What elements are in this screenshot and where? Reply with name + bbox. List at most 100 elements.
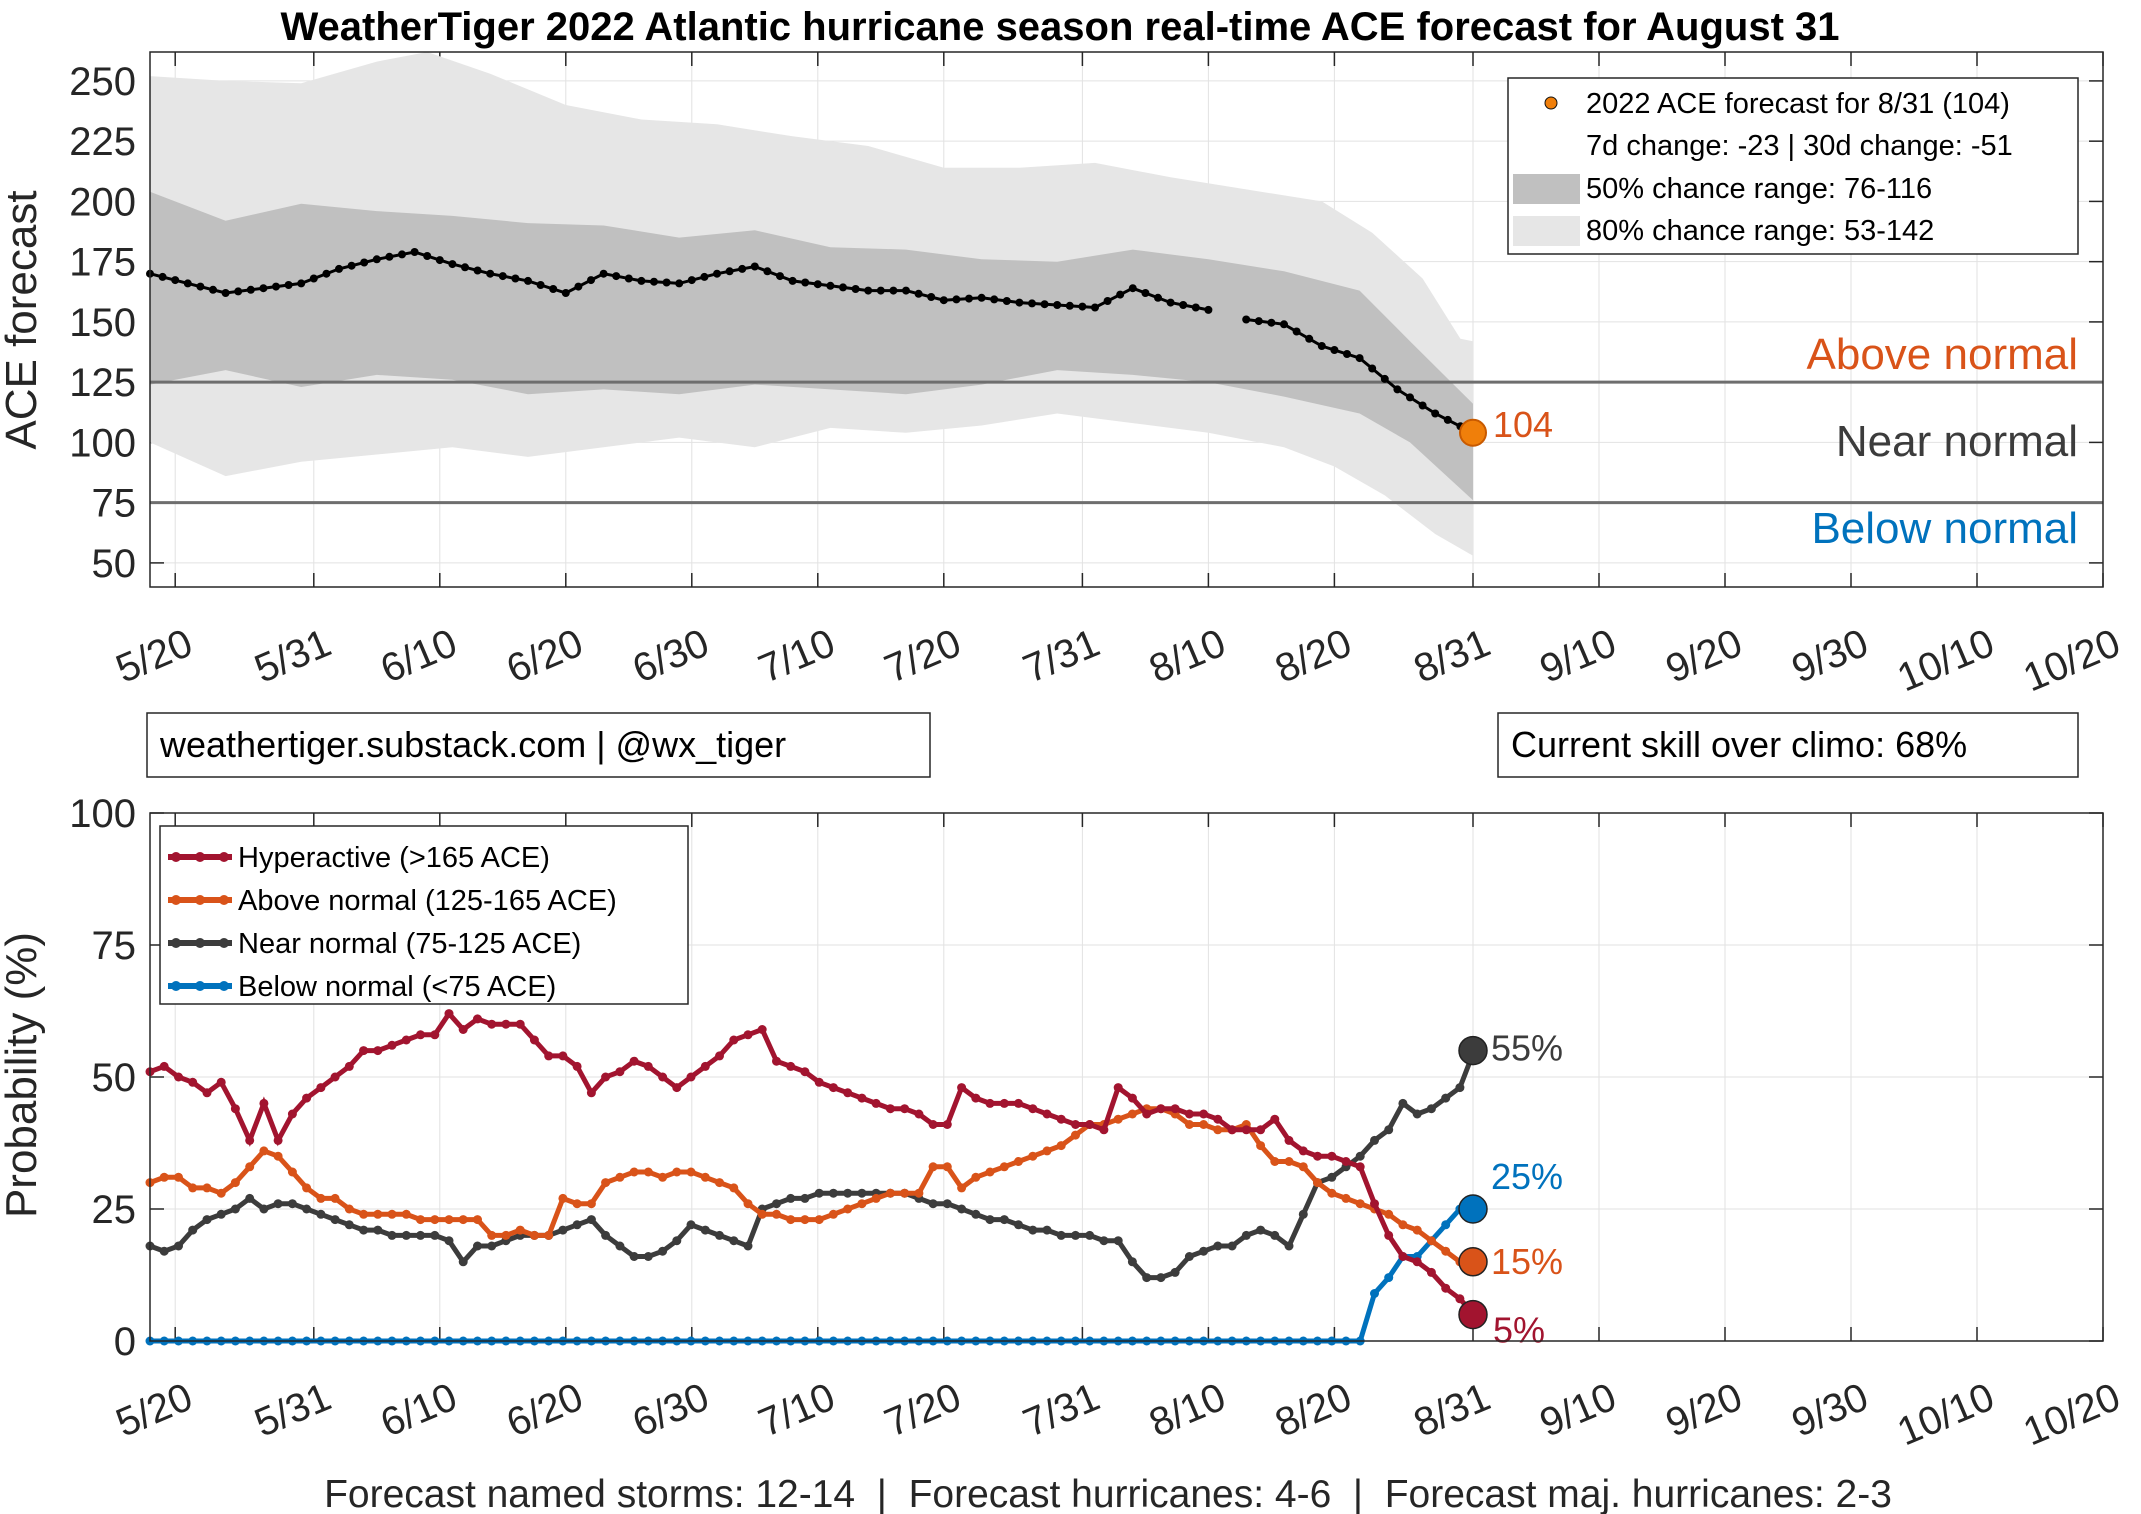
hyperactive-point <box>259 1098 269 1108</box>
above-point <box>230 1178 240 1188</box>
near-point <box>273 1199 283 1209</box>
top-threshold-lines <box>150 380 2103 505</box>
hyperactive-point <box>1256 1125 1266 1135</box>
above-point <box>501 1230 511 1240</box>
region-label-near: Near normal <box>1836 417 2078 466</box>
legend-hyperactive-label: Hyperactive (>165 ACE) <box>238 842 550 874</box>
above-point <box>772 1209 781 1219</box>
hyperactive-point <box>1227 1125 1237 1135</box>
y-tick-label: 200 <box>69 180 136 224</box>
near-point <box>672 1236 682 1246</box>
above-point <box>487 1230 497 1240</box>
forecast-point <box>183 279 192 288</box>
forecast-point <box>612 272 621 281</box>
above-point <box>302 1183 312 1193</box>
forecast-point <box>1166 298 1175 307</box>
near-point <box>1441 1093 1451 1103</box>
forecast-point <box>1343 350 1351 358</box>
hyperactive-point <box>1042 1109 1052 1119</box>
hyperactive-point <box>1014 1098 1023 1108</box>
hyperactive-point <box>586 1088 596 1098</box>
near-point <box>1056 1230 1066 1240</box>
near-point <box>1384 1125 1394 1135</box>
hyperactive-point <box>359 1046 369 1056</box>
above-point <box>344 1204 354 1214</box>
hyperactive-point <box>715 1051 724 1061</box>
forecast-point <box>1254 317 1263 326</box>
forecast-point <box>1393 385 1402 394</box>
forecast-point <box>297 279 306 288</box>
near-point <box>1284 1241 1294 1251</box>
near-point <box>1113 1236 1123 1246</box>
forecast-point <box>1204 305 1213 314</box>
near-point <box>643 1252 653 1261</box>
hyperactive-point <box>672 1083 682 1093</box>
near-point <box>1327 1172 1337 1182</box>
above-point <box>1412 1225 1422 1235</box>
y-tick-label: 100 <box>69 792 136 836</box>
above-point <box>971 1172 981 1182</box>
y-tick-label: 150 <box>69 301 136 345</box>
above-point <box>1042 1146 1052 1156</box>
near-point <box>458 1257 468 1267</box>
hyperactive-point <box>1284 1135 1294 1145</box>
near-point <box>287 1199 297 1209</box>
links-text: weathertiger.substack.com | @wx_tiger <box>159 724 786 765</box>
forecast-point <box>1128 284 1137 293</box>
above-point <box>216 1188 226 1198</box>
forecast-point <box>713 269 721 278</box>
near-point <box>715 1230 724 1240</box>
hyperactive-point <box>1341 1157 1351 1166</box>
above-end-label: 15% <box>1491 1241 1563 1282</box>
hyperactive-point <box>1455 1294 1465 1304</box>
above-point <box>871 1193 881 1203</box>
hyperactive-point <box>216 1077 226 1087</box>
forecast-point <box>977 293 986 302</box>
hyperactive-point <box>1184 1109 1194 1119</box>
forecast-point <box>1380 374 1389 383</box>
forecast-point <box>902 286 910 295</box>
forecast-point <box>435 256 444 265</box>
figure-title: WeatherTiger 2022 Atlantic hurricane sea… <box>280 5 1839 49</box>
hyperactive-point <box>985 1098 995 1108</box>
forecast-point <box>788 276 797 285</box>
near-point <box>615 1241 625 1251</box>
top-y-tick-labels: 50 75 100 125 150 175 200 225 250 <box>69 60 136 586</box>
forecast-point <box>1053 301 1062 309</box>
forecast-point <box>385 252 394 261</box>
above-point <box>914 1188 924 1198</box>
forecast-point <box>738 264 747 273</box>
near-point <box>1256 1225 1266 1235</box>
forecast-point <box>1191 303 1200 312</box>
bottom-plot-frame <box>149 812 2104 1342</box>
legend-band80-label: 80% chance range: 53-142 <box>1586 215 1934 247</box>
hyperactive-point <box>344 1061 354 1071</box>
near-point <box>1156 1273 1166 1283</box>
hyperactive-point <box>814 1077 824 1087</box>
above-point <box>1071 1130 1080 1140</box>
above-point <box>1313 1178 1322 1188</box>
y-tick-label: 175 <box>69 241 136 285</box>
forecast-point <box>1242 315 1251 324</box>
near-point <box>245 1193 255 1203</box>
legend-near-swatch-point <box>219 938 229 948</box>
hyperactive-point <box>885 1104 895 1114</box>
hyperactive-point <box>273 1135 283 1145</box>
forecast-point <box>1002 297 1011 305</box>
forecast-point <box>939 296 948 305</box>
near-point <box>159 1246 169 1256</box>
legend-near-swatch-point <box>195 938 205 948</box>
near-point <box>1270 1230 1280 1240</box>
legend-change-label: 7d change: -23 | 30d change: -51 <box>1586 130 2013 162</box>
near-point <box>814 1188 824 1198</box>
y-tick-label: 100 <box>69 421 136 465</box>
near-point <box>1355 1151 1365 1161</box>
hyperactive-point <box>416 1030 425 1040</box>
forecast-point <box>851 285 860 293</box>
above-point <box>558 1193 568 1203</box>
near-point <box>259 1204 269 1214</box>
near-point <box>572 1220 582 1230</box>
below-end-marker <box>1458 1194 1488 1224</box>
above-point <box>1398 1220 1408 1230</box>
forecast-point <box>221 289 230 297</box>
